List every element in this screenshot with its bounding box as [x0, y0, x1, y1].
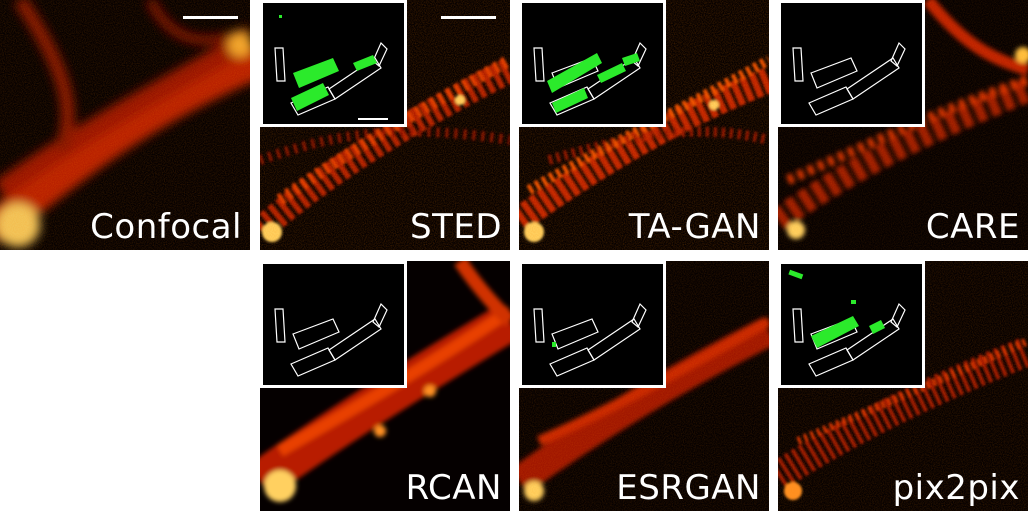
panel-tagan: TA-GAN: [519, 0, 769, 250]
segmentation-inset: [778, 0, 925, 127]
segmentation-map: [274, 15, 388, 116]
segmentation-inset: [778, 261, 925, 388]
segmentation-inset: [260, 0, 407, 127]
segmentation-map: [792, 41, 906, 116]
segmentation-map: [274, 302, 388, 377]
panel-care: CARE: [778, 0, 1028, 250]
segmentation-map: [533, 302, 647, 377]
panel-label: ESRGAN: [616, 468, 761, 508]
panel-label: pix2pix: [892, 468, 1020, 508]
segmentation-inset: [519, 261, 666, 388]
scale-bar: [441, 16, 496, 19]
panel-label: Confocal: [90, 207, 242, 247]
panel-rcan: RCAN: [260, 261, 510, 511]
panel-label: STED: [409, 207, 502, 247]
segmentation-inset: [260, 261, 407, 388]
panel-esrgan: ESRGAN: [519, 261, 769, 511]
segmentation-map: [788, 269, 906, 377]
scale-bar: [183, 16, 238, 19]
segmentation-map: [533, 41, 647, 116]
panel-label: TA-GAN: [628, 207, 761, 247]
panel-confocal: Confocal: [0, 0, 250, 250]
segmentation-inset: [519, 0, 666, 127]
confocal-image: [0, 0, 250, 250]
panel-sted: STED: [260, 0, 510, 250]
panel-pix2pix: pix2pix: [778, 261, 1028, 511]
inset-scale-bar: [358, 118, 388, 120]
panel-label: RCAN: [405, 468, 502, 508]
panel-label: CARE: [925, 207, 1020, 247]
